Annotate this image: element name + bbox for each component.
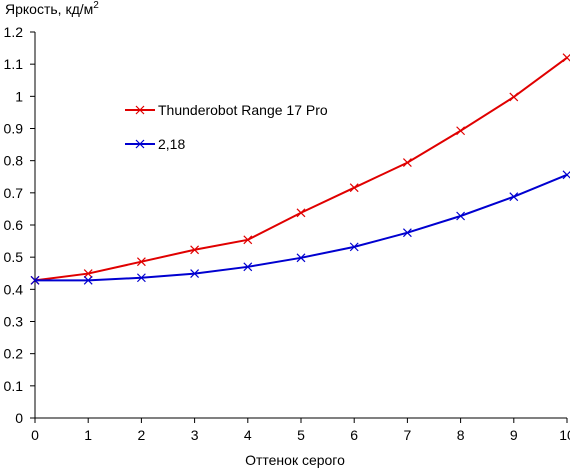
data-point-marker [243,262,253,272]
marker-stroke [509,192,519,202]
y-tick-label: 0 [15,410,23,426]
x-tick-label: 0 [31,427,39,443]
marker-stroke [349,183,359,193]
x-tick-label: 5 [297,427,305,443]
data-point-marker [30,275,40,285]
x-tick-label: 7 [404,427,412,443]
series-line [35,173,568,282]
x-tick-label: 4 [244,427,252,443]
y-tick-label: 0.2 [4,346,24,362]
marker-stroke [190,269,200,278]
y-tick-label: 0.1 [4,378,24,394]
marker-stroke [296,253,306,263]
legend: Thunderobot Range 17 Pro 2,18 [125,102,328,152]
data-point-marker [243,235,253,245]
data-point-marker [83,269,93,278]
data-point-marker [402,228,412,238]
marker-stroke [402,228,412,238]
x-tick-label: 1 [84,427,92,443]
data-point-marker [402,158,412,168]
y-tick-label: 1.2 [4,24,24,40]
x-tick-label: 8 [457,427,465,443]
data-point-marker [456,126,466,136]
marker-stroke [456,211,466,221]
y-tick-label: 0.4 [4,281,24,297]
x-axis-label: Оттенок серого [245,452,345,468]
legend-marker-stroke [135,139,145,149]
marker-stroke [402,158,412,168]
legend-marker-stroke [135,105,145,115]
marker-stroke [296,208,306,218]
marker-stroke [30,275,40,285]
x-tick-label: 10 [559,427,570,443]
data-point-marker [562,170,570,180]
y-tick-label: 0.5 [4,249,24,265]
legend-label: 2,18 [158,136,185,152]
y-tick-label: 0.9 [4,121,24,137]
x-tick-label: 9 [510,427,518,443]
y-axis-label-superscript: 2 [93,0,99,11]
data-point-marker [509,92,519,102]
legend-item: Thunderobot Range 17 Pro [125,102,328,118]
legend-label: Thunderobot Range 17 Pro [158,102,328,118]
series-1 [30,53,570,285]
marker-stroke [83,269,93,278]
y-axis-label-text: Яркость, кд/м [5,1,93,17]
data-point-marker [190,269,200,278]
marker-stroke [83,275,93,285]
legend-item: 2,18 [125,136,185,152]
marker-stroke [190,245,200,255]
y-tick-label: 0.3 [4,314,24,330]
data-point-marker [349,183,359,193]
y-tick-label: 0.8 [4,153,24,169]
x-tick-label: 6 [350,427,358,443]
x-tick-label: 3 [191,427,199,443]
marker-stroke [136,273,146,283]
data-point-marker [456,211,466,221]
y-tick-label: 0.6 [4,217,24,233]
data-point-marker [562,53,570,63]
data-point-marker [296,208,306,218]
marker-stroke [509,92,519,102]
data-point-marker [296,253,306,263]
y-tick-label: 0.7 [4,185,24,201]
data-point-marker [136,257,146,267]
x-tick-label: 2 [138,427,146,443]
marker-stroke [136,257,146,267]
data-point-marker [136,273,146,283]
series-2 [30,170,570,285]
series-line [34,56,568,282]
axes: 0 0.1 0.2 0.3 0.4 0.5 0.6 0.7 0.8 0.9 1 1.1 1.2 0 1 2 3 4… [4,24,570,443]
data-point-marker [349,242,359,252]
data-point-marker [83,275,93,285]
data-point-marker [509,192,519,202]
marker-stroke [243,235,253,245]
marker-stroke [243,262,253,272]
y-tick-label: 1 [15,88,23,104]
marker-stroke [349,242,359,252]
data-point-marker [190,245,200,255]
y-axis-label: Яркость, кд/м2 [5,0,99,17]
series-layer [30,53,570,285]
marker-stroke [456,126,466,136]
y-tick-label: 1.1 [4,56,24,72]
